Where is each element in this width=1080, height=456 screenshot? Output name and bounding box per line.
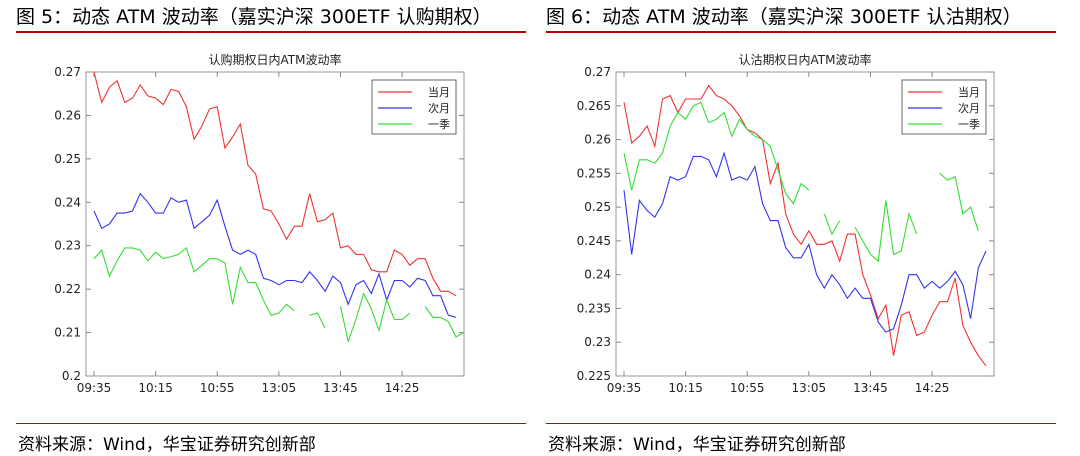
x-tick-label: 14:25 xyxy=(385,381,420,395)
y-tick-label: 0.27 xyxy=(584,65,611,79)
x-tick-label: 13:45 xyxy=(853,381,888,395)
y-tick-label: 0.24 xyxy=(584,268,611,282)
series-line-2 xyxy=(623,101,810,205)
series-line-2 xyxy=(309,312,326,329)
x-tick-label: 09:35 xyxy=(607,381,642,395)
x-tick-label: 10:15 xyxy=(138,381,173,395)
y-tick-label: 0.225 xyxy=(577,369,611,383)
legend-box xyxy=(371,79,457,135)
x-tick-label: 10:55 xyxy=(730,381,765,395)
series-line-2 xyxy=(854,200,918,263)
legend-label: 次月 xyxy=(958,101,980,115)
series-line-2 xyxy=(939,172,979,231)
legend-box xyxy=(901,79,987,135)
y-tick-label: 0.26 xyxy=(584,133,611,147)
y-tick-label: 0.255 xyxy=(577,166,611,180)
y-tick-label: 0.23 xyxy=(584,335,611,349)
legend-label: 当月 xyxy=(958,85,980,99)
x-tick-label: 13:45 xyxy=(323,381,358,395)
figure-6-panel: 图 6：动态 ATM 波动率（嘉实沪深 300ETF 认沽期权） 认沽期权日内A… xyxy=(546,0,1066,456)
x-tick-label: 10:15 xyxy=(668,381,703,395)
series-line-2 xyxy=(823,213,841,236)
title-divider xyxy=(546,31,1056,33)
chart-title: 认沽期权日内ATM波动率 xyxy=(739,52,872,67)
chart-title: 认购期权日内ATM波动率 xyxy=(209,52,342,67)
y-tick-label: 0.25 xyxy=(54,152,81,166)
y-tick-label: 0.21 xyxy=(54,326,81,340)
series-line-0 xyxy=(623,84,987,367)
x-tick-label: 10:55 xyxy=(200,381,235,395)
series-line-0 xyxy=(93,71,457,297)
x-tick-label: 13:05 xyxy=(262,381,297,395)
x-tick-label: 14:25 xyxy=(915,381,950,395)
source-divider xyxy=(546,423,1056,424)
title-divider xyxy=(16,31,526,33)
y-tick-label: 0.245 xyxy=(577,234,611,248)
source-divider xyxy=(16,423,526,424)
y-tick-label: 0.23 xyxy=(54,239,81,253)
y-tick-label: 0.265 xyxy=(577,99,611,113)
call-atm-volatility-chart: 认购期权日内ATM波动率 0.2 0.21 0.22 0.23 0.24 0.25 0.26 0… xyxy=(54,52,465,395)
legend-label: 次月 xyxy=(428,101,450,115)
figure-5-panel: 图 5：动态 ATM 波动率（嘉实沪深 300ETF 认购期权） 认购期权日内A… xyxy=(16,0,536,456)
y-tick-label: 0.27 xyxy=(54,65,81,79)
y-tick-label: 0.24 xyxy=(54,195,81,209)
y-tick-label: 0.22 xyxy=(54,282,81,296)
y-tick-label: 0.26 xyxy=(54,108,81,122)
x-tick-label: 13:05 xyxy=(792,381,827,395)
x-tick-label: 09:35 xyxy=(77,381,112,395)
series-line-1 xyxy=(93,192,457,318)
put-atm-volatility-chart: 认沽期权日内ATM波动率 0.225 0.23 0.235 0.24 0.245 0.25 0… xyxy=(577,52,995,395)
figure-title: 图 5：动态 ATM 波动率（嘉实沪深 300ETF 认购期权） xyxy=(16,6,492,28)
series-line-2 xyxy=(339,292,411,344)
legend-label: 当月 xyxy=(428,85,450,99)
y-tick-label: 0.25 xyxy=(584,200,611,214)
figure-title: 图 6：动态 ATM 波动率（嘉实沪深 300ETF 认沽期权） xyxy=(546,6,1022,28)
source-note: 资料来源：Wind，华宝证券研究创新部 xyxy=(18,435,316,455)
plot-frame xyxy=(615,71,995,377)
y-tick-label: 0.235 xyxy=(577,301,611,315)
series-line-2 xyxy=(93,246,295,316)
source-note: 资料来源：Wind，华宝证券研究创新部 xyxy=(548,435,846,455)
y-tick-label: 0.2 xyxy=(62,369,81,383)
legend-label: 一季 xyxy=(958,118,980,131)
series-line-1 xyxy=(623,151,987,333)
series-line-2 xyxy=(424,306,464,338)
plot-frame xyxy=(85,71,465,377)
legend-label: 一季 xyxy=(428,118,450,131)
